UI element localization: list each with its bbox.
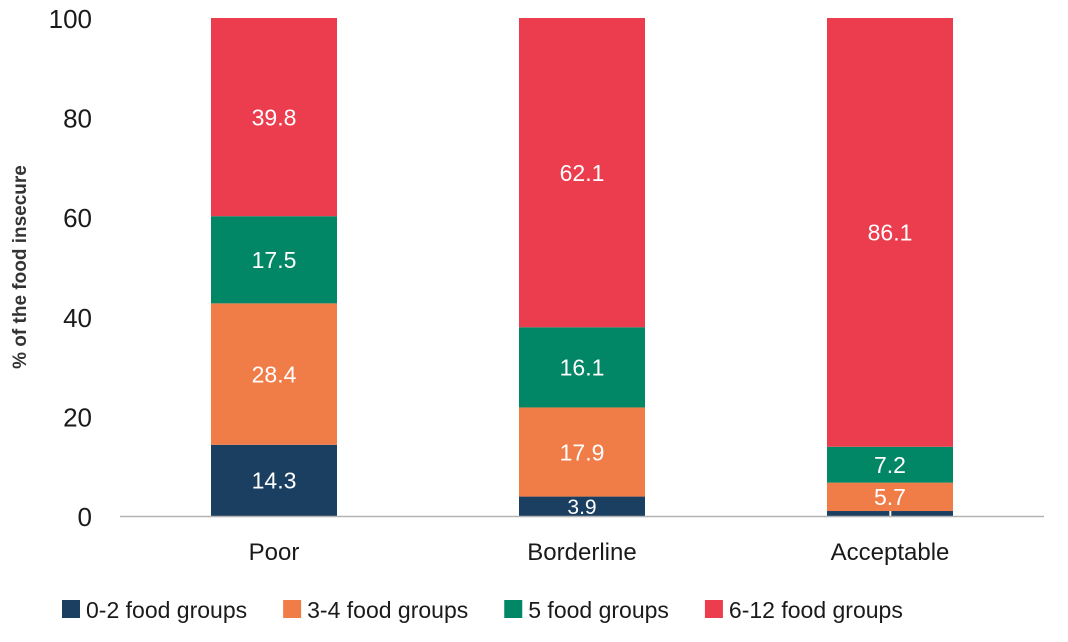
bar-segment (211, 18, 337, 217)
legend-label: 5 food groups (528, 597, 669, 623)
y-tick-label: 40 (63, 303, 92, 333)
data-label: 17.5 (252, 247, 297, 273)
data-label: 1 (884, 503, 896, 526)
legend-swatch (704, 600, 723, 618)
x-tick-label: Borderline (527, 539, 636, 566)
legend-swatch (62, 600, 80, 618)
legend-label: 0-2 food groups (86, 597, 247, 623)
bar-segment (827, 446, 953, 483)
data-label: 28.4 (252, 361, 297, 387)
x-tick-label: Acceptable (831, 539, 950, 566)
data-label: 16.1 (560, 355, 605, 381)
bar-segment (211, 303, 337, 445)
legend-label: 3-4 food groups (307, 597, 468, 623)
bar-segment (211, 444, 337, 516)
bar-segment (519, 18, 645, 328)
data-label: 3.9 (567, 496, 596, 519)
y-axis-title: % of the food insecure (10, 165, 31, 369)
bar-segment (827, 511, 953, 516)
data-label: 86.1 (868, 220, 913, 246)
data-label: 39.8 (252, 104, 297, 130)
data-label: 7.2 (874, 452, 906, 478)
bar-segment (519, 327, 645, 408)
y-tick-label: 80 (63, 104, 92, 134)
legend-label: 6-12 food groups (729, 597, 903, 623)
legend-swatch (504, 600, 523, 618)
bar-segment (519, 496, 645, 516)
y-tick-label: 0 (78, 502, 92, 532)
data-label: 5.7 (874, 484, 906, 510)
x-tick-label: Poor (249, 539, 300, 566)
legend-swatch (283, 600, 302, 618)
y-tick-label: 100 (49, 4, 92, 34)
data-label: 62.1 (560, 160, 605, 186)
bar-segment (519, 407, 645, 497)
bar-segment (827, 482, 953, 512)
data-label: 14.3 (252, 468, 297, 494)
bar-segment (211, 216, 337, 304)
bar-segment (827, 18, 953, 447)
data-label: 17.9 (560, 439, 605, 465)
y-tick-label: 60 (63, 203, 92, 233)
y-tick-label: 20 (63, 402, 92, 432)
